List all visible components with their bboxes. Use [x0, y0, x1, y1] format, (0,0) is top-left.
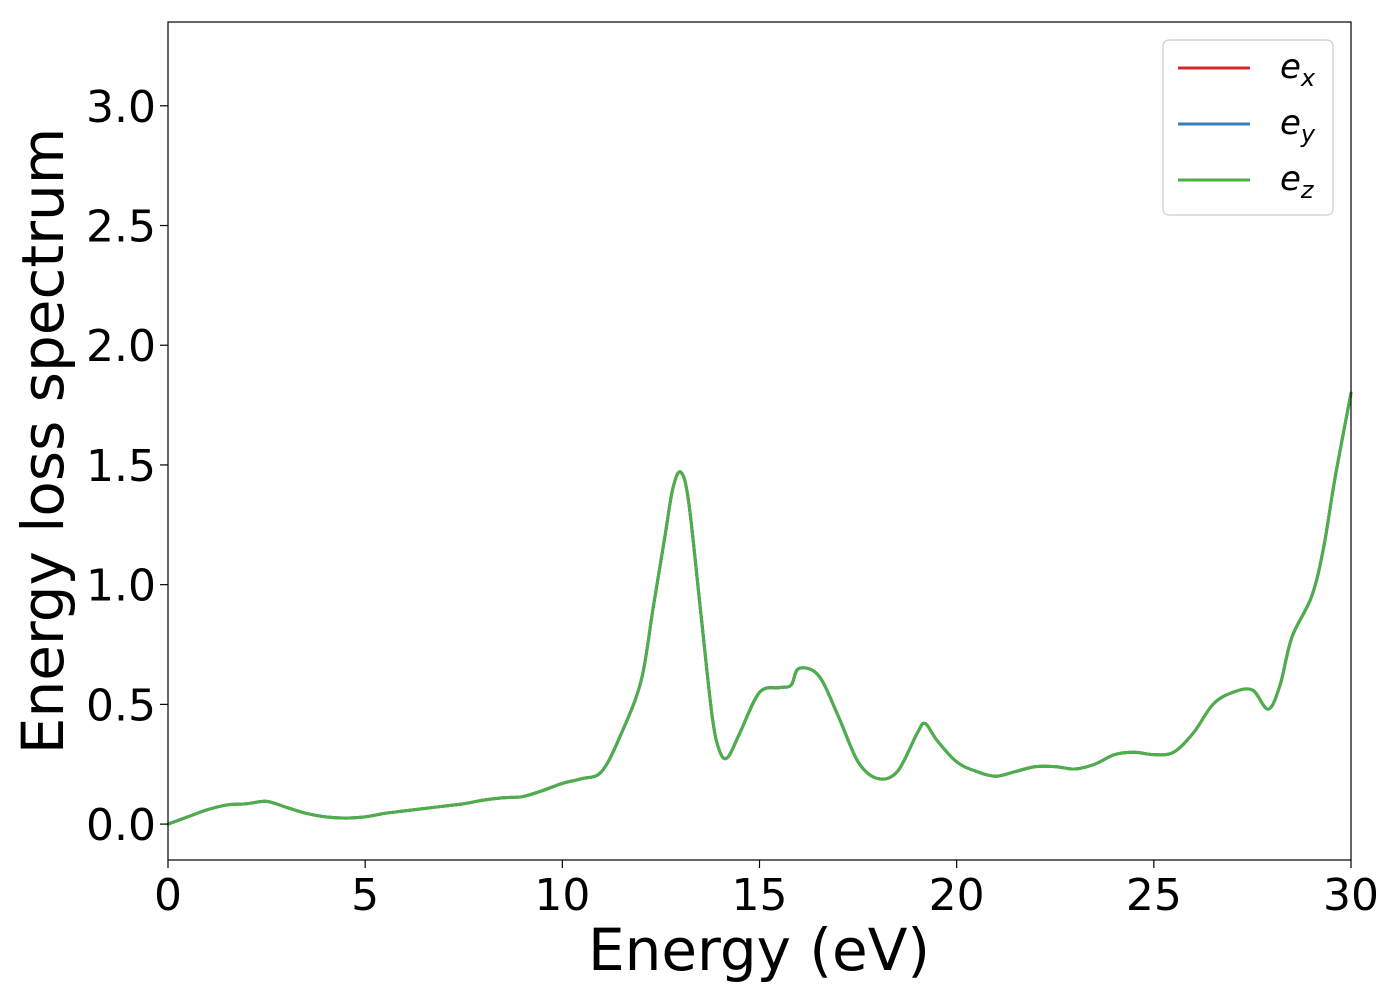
y-tick-label: 0.5	[86, 680, 156, 731]
y-tick-label: 1.0	[86, 561, 156, 612]
legend-label-z: ez	[1280, 159, 1315, 204]
y-axis-label: Energy loss spectrum	[9, 128, 77, 754]
series-layer	[166, 391, 1353, 826]
x-tick-label: 10	[534, 870, 590, 921]
legend-frame	[1162, 39, 1334, 216]
y-tick-label: 0.0	[86, 800, 156, 851]
plot-area	[168, 22, 1351, 860]
legend-label-x: ex	[1280, 47, 1316, 92]
x-tick-label: 0	[154, 870, 182, 921]
y-axis: 0.0 0.5 1.0 1.5 2.0 2.5 3.0	[86, 82, 168, 851]
x-tick-label: 20	[929, 870, 985, 921]
x-tick-label: 5	[351, 870, 379, 921]
y-tick-label: 3.0	[86, 82, 156, 133]
legend-label-y: ey	[1280, 103, 1316, 148]
y-tick-label: 2.0	[86, 321, 156, 372]
y-tick-label: 1.5	[86, 441, 156, 492]
x-tick-label: 30	[1323, 870, 1379, 921]
x-tick-label: 25	[1126, 870, 1182, 921]
series-line-z	[166, 391, 1353, 826]
x-axis-label: Energy (eV)	[588, 916, 930, 984]
x-axis: 0 5 10 15 20 25 30	[154, 860, 1379, 921]
x-tick-label: 15	[732, 870, 788, 921]
y-tick-label: 2.5	[86, 202, 156, 253]
legend: ex ey ez	[1162, 39, 1334, 216]
